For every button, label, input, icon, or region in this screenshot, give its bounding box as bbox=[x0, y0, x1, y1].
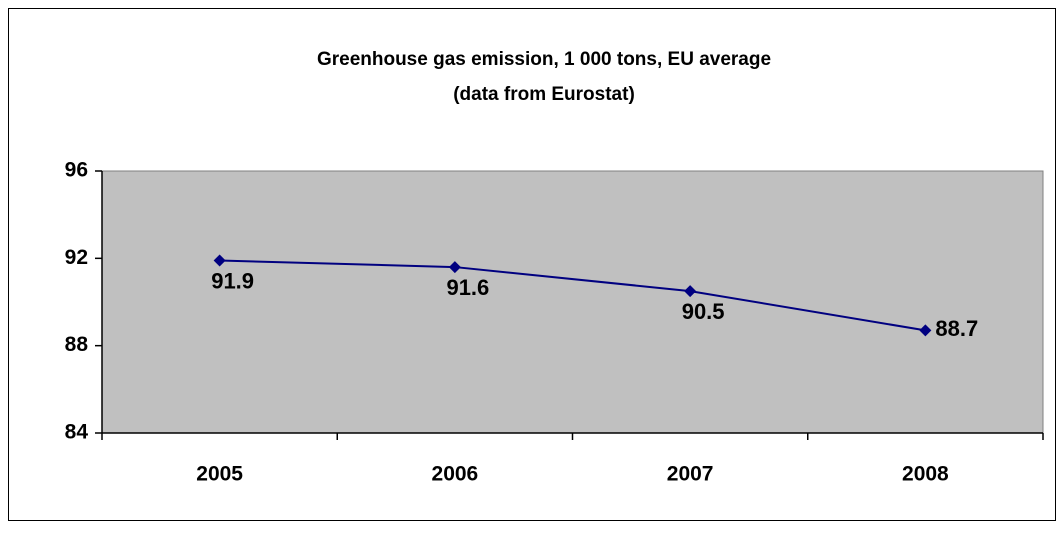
data-label: 88.7 bbox=[935, 316, 978, 341]
y-tick-label: 84 bbox=[65, 421, 89, 444]
y-tick-label: 88 bbox=[65, 333, 89, 356]
marker bbox=[919, 324, 932, 337]
x-tick-label: 2005 bbox=[196, 463, 243, 486]
x-tick-label: 2008 bbox=[902, 463, 949, 486]
data-label: 90.5 bbox=[682, 299, 725, 324]
data-label: 91.9 bbox=[211, 268, 254, 293]
y-tick-label: 92 bbox=[65, 246, 88, 269]
y-tick-label: 96 bbox=[65, 159, 88, 182]
x-tick-label: 2007 bbox=[667, 463, 714, 486]
x-tick-label: 2006 bbox=[432, 463, 479, 486]
marker bbox=[213, 254, 226, 267]
plot-area bbox=[101, 170, 1044, 434]
data-label: 91.6 bbox=[446, 275, 489, 300]
marker bbox=[684, 285, 697, 298]
line bbox=[219, 259, 926, 332]
marker bbox=[448, 261, 461, 274]
chart-title: Greenhouse gas emission, 1 000 tons, EU … bbox=[317, 49, 771, 70]
chart-subtitle: (data from Eurostat) bbox=[453, 84, 635, 105]
